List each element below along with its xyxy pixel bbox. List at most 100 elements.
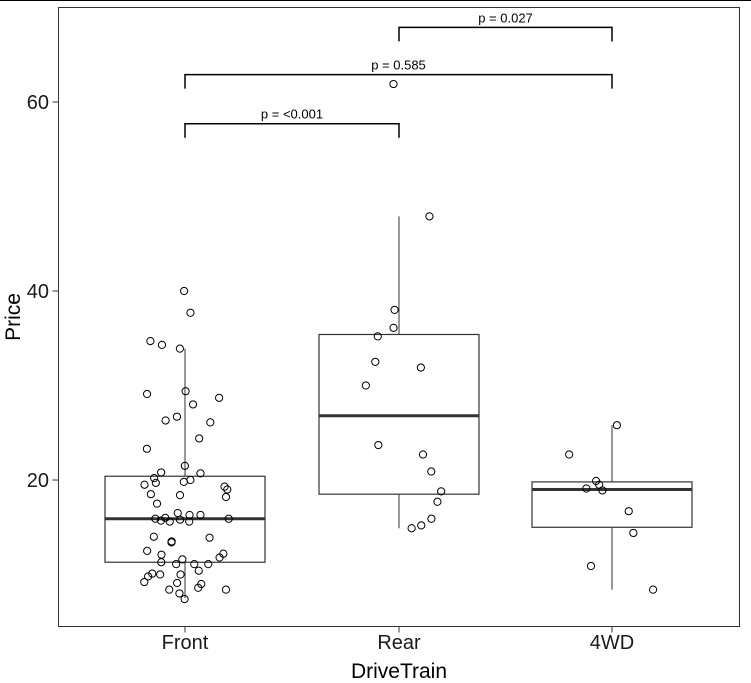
- y-tick-label-40: 40: [27, 281, 49, 303]
- point-4wd-8: [586, 561, 596, 571]
- points-layer: [140, 79, 658, 604]
- point-front-37: [165, 517, 174, 526]
- point-rear-8: [374, 440, 383, 450]
- x-tick-label-4wd: 4WD: [590, 632, 634, 654]
- point-front-54: [176, 570, 185, 579]
- point-front-17: [150, 474, 159, 483]
- point-rear-9: [418, 450, 428, 459]
- bracket-front-rear: [184, 122, 400, 138]
- y-tick-label-20: 20: [27, 470, 49, 492]
- point-front-24: [146, 490, 155, 499]
- p-value-label-rear-4wd: p = 0.027: [478, 10, 533, 25]
- boxes-layer: [104, 216, 693, 599]
- point-front-19: [179, 477, 188, 487]
- y-tick-label-60: 60: [27, 92, 49, 114]
- point-front-5: [181, 387, 190, 396]
- point-front-36: [185, 517, 194, 526]
- point-front-3: [157, 340, 167, 349]
- point-front-32: [151, 514, 160, 523]
- point-4wd-5: [598, 486, 607, 495]
- point-4wd-7: [629, 528, 638, 538]
- point-rear-6: [416, 363, 425, 372]
- point-front-21: [140, 480, 149, 489]
- point-front-41: [167, 538, 176, 547]
- point-front-25: [175, 491, 185, 500]
- p-value-label-front-4wd: p = 0.585: [371, 58, 426, 73]
- point-front-62: [175, 589, 184, 598]
- point-front-47: [157, 558, 166, 567]
- point-front-0: [180, 286, 189, 296]
- point-front-48: [190, 560, 199, 569]
- point-front-27: [152, 499, 162, 508]
- point-front-20: [151, 478, 160, 487]
- point-front-49: [172, 560, 181, 569]
- point-front-38: [149, 532, 158, 541]
- point-rear-7: [361, 381, 370, 390]
- x-axis: Front Rear 4WD: [162, 626, 634, 654]
- point-front-6: [142, 389, 152, 399]
- point-front-9: [172, 412, 182, 421]
- point-front-50: [204, 560, 213, 569]
- box-4wd: [531, 481, 693, 528]
- point-front-56: [140, 577, 149, 587]
- comparisons-layer: p = <0.001 p = 0.585 p = 0.027: [184, 10, 613, 138]
- point-rear-15: [407, 524, 416, 533]
- point-front-16: [196, 469, 205, 478]
- point-front-14: [180, 461, 189, 470]
- bracket-rear-4wd: [398, 26, 613, 42]
- point-rear-0: [389, 79, 398, 89]
- point-4wd-6: [624, 507, 633, 516]
- point-front-2: [146, 336, 155, 346]
- point-rear-10: [427, 467, 436, 476]
- point-front-51: [194, 566, 203, 575]
- point-front-23: [223, 485, 232, 494]
- point-front-63: [180, 594, 189, 604]
- bracket-front-4wd: [184, 73, 613, 89]
- point-front-13: [142, 444, 151, 453]
- x-tick-label-front: Front: [162, 632, 209, 654]
- point-front-15: [157, 468, 166, 477]
- p-value-label-front-rear: p = <0.001: [261, 107, 323, 122]
- point-front-39: [205, 533, 214, 542]
- point-front-42: [143, 546, 152, 555]
- point-4wd-4: [582, 484, 591, 493]
- point-front-12: [195, 434, 204, 443]
- point-front-59: [194, 583, 203, 592]
- point-front-10: [161, 416, 170, 425]
- point-rear-11: [437, 487, 446, 496]
- point-front-29: [185, 510, 194, 520]
- point-front-61: [165, 585, 174, 594]
- point-front-26: [221, 492, 231, 502]
- point-front-8: [188, 400, 198, 409]
- y-axis-title: Price: [2, 293, 25, 341]
- point-front-53: [156, 570, 165, 579]
- point-front-22: [220, 482, 229, 491]
- x-tick-label-rear: Rear: [377, 632, 421, 654]
- point-4wd-0: [612, 421, 622, 430]
- point-rear-3: [389, 323, 398, 332]
- point-front-7: [214, 393, 224, 402]
- point-front-52: [148, 569, 157, 578]
- point-front-60: [221, 585, 231, 594]
- point-rear-2: [390, 305, 399, 315]
- point-rear-13: [427, 514, 436, 523]
- point-front-1: [186, 308, 195, 317]
- point-4wd-9: [648, 585, 658, 594]
- point-front-45: [215, 553, 224, 562]
- point-rear-1: [425, 212, 434, 221]
- point-front-30: [196, 510, 205, 520]
- point-front-46: [178, 555, 187, 564]
- point-front-4: [175, 344, 184, 353]
- point-front-11: [206, 418, 215, 427]
- y-axis: 20 40 60: [27, 92, 59, 492]
- point-rear-12: [433, 497, 442, 506]
- point-front-35: [156, 516, 166, 525]
- x-axis-title: DriveTrain: [351, 660, 447, 683]
- point-front-55: [144, 572, 153, 581]
- point-rear-5: [371, 357, 380, 366]
- point-rear-4: [373, 332, 382, 341]
- point-4wd-1: [565, 450, 574, 459]
- point-rear-14: [417, 521, 426, 530]
- point-front-33: [224, 514, 233, 523]
